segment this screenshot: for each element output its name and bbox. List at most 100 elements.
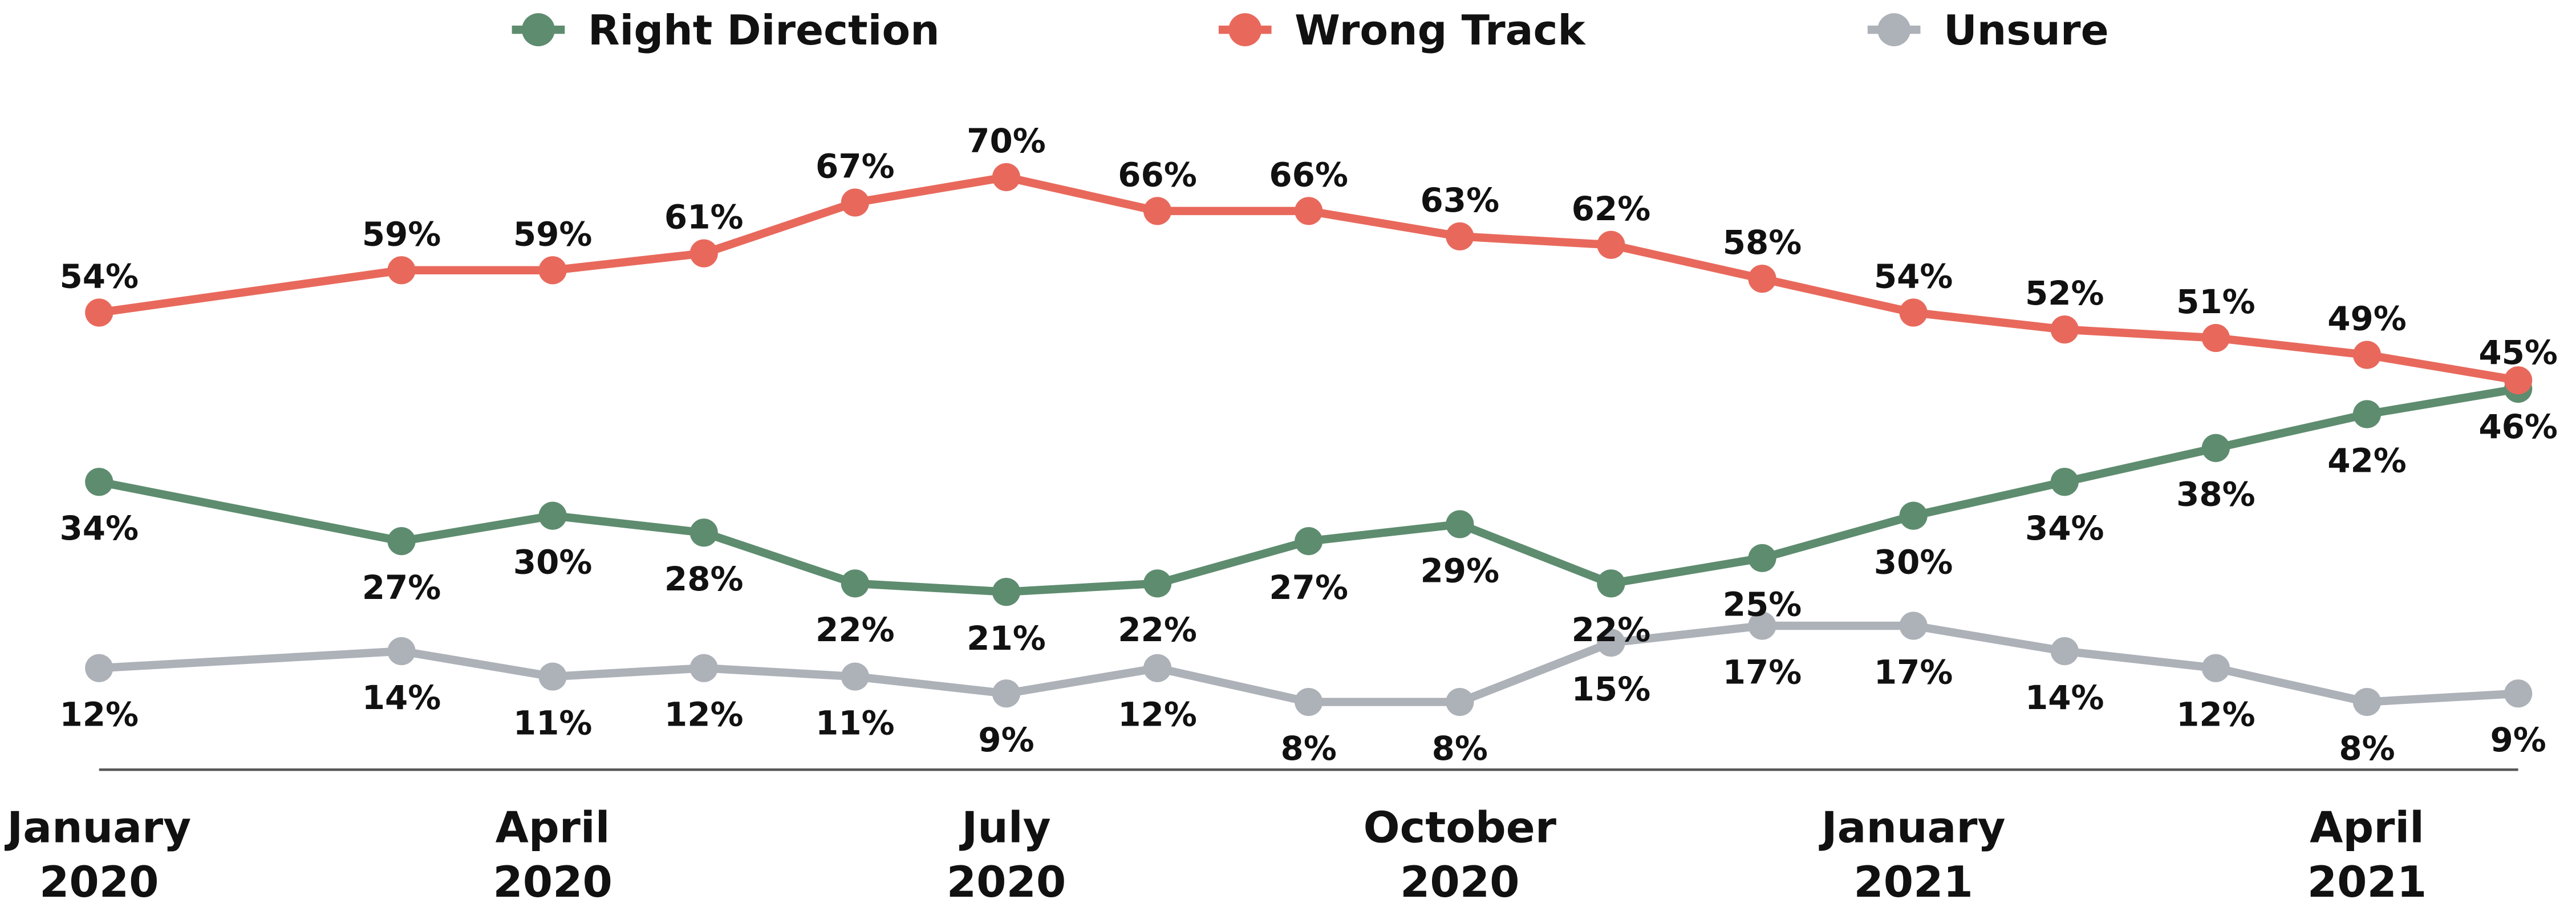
- data-label: 45%: [2478, 333, 2558, 372]
- legend-label: Wrong Track: [1295, 7, 1586, 55]
- data-point: [992, 578, 1021, 606]
- data-label: 63%: [1421, 181, 1500, 220]
- data-point: [992, 163, 1021, 192]
- legend-marker: [1877, 13, 1911, 47]
- data-point: [1295, 197, 1323, 225]
- data-label: 11%: [816, 703, 895, 742]
- data-point: [1748, 544, 1776, 572]
- data-point: [689, 239, 718, 268]
- data-label: 22%: [1572, 610, 1651, 649]
- data-label: 29%: [1421, 551, 1500, 590]
- data-point: [2352, 687, 2382, 716]
- data-point: [2050, 315, 2079, 344]
- data-point: [1295, 527, 1323, 556]
- data-point: [387, 256, 416, 285]
- legend-marker: [522, 13, 555, 47]
- x-tick-label: January 2020: [4, 803, 191, 899]
- data-point: [2201, 323, 2230, 353]
- data-label: 59%: [362, 214, 441, 253]
- data-label: 8%: [2339, 729, 2395, 768]
- data-label: 54%: [59, 257, 139, 296]
- data-label: 12%: [2176, 695, 2255, 734]
- data-label: 27%: [362, 568, 441, 607]
- data-point: [841, 662, 869, 691]
- data-label: 17%: [1723, 653, 1802, 691]
- data-point: [1899, 298, 1928, 327]
- data-label: 8%: [1281, 729, 1337, 768]
- data-point: [1748, 264, 1776, 293]
- data-point: [2050, 468, 2079, 496]
- data-point: [387, 527, 416, 556]
- data-label: 70%: [967, 122, 1046, 160]
- data-label: 38%: [2176, 475, 2255, 514]
- data-label: 12%: [664, 695, 744, 734]
- data-label: 42%: [2327, 441, 2407, 480]
- data-label: 46%: [2478, 407, 2558, 446]
- data-point: [2352, 400, 2382, 428]
- data-label: 9%: [978, 720, 1034, 759]
- x-tick-label: April 2021: [2307, 803, 2427, 899]
- data-label: 12%: [1118, 695, 1197, 734]
- data-label: 11%: [513, 703, 593, 742]
- data-label: 52%: [2025, 274, 2104, 313]
- data-label: 21%: [967, 619, 1046, 658]
- data-point: [1597, 230, 1625, 259]
- data-point: [85, 298, 113, 327]
- data-point: [2352, 341, 2382, 369]
- data-label: 30%: [1874, 542, 1953, 581]
- data-label: 34%: [2025, 509, 2104, 548]
- data-point: [1748, 612, 1776, 640]
- data-label: 15%: [1572, 670, 1651, 708]
- data-point: [538, 501, 567, 530]
- data-label: 17%: [1874, 653, 1953, 691]
- data-point: [1899, 612, 1928, 640]
- data-label: 22%: [816, 610, 895, 649]
- data-label: 9%: [2490, 720, 2546, 759]
- data-point: [841, 569, 869, 598]
- data-point: [1446, 687, 1474, 716]
- data-point: [1295, 687, 1323, 716]
- data-point: [2504, 679, 2533, 708]
- data-label: 12%: [59, 695, 139, 734]
- data-point: [538, 256, 567, 285]
- data-point: [689, 519, 718, 547]
- data-point: [1143, 197, 1172, 225]
- x-tick-label: January 2021: [1819, 803, 2006, 899]
- data-label: 58%: [1723, 223, 1802, 262]
- legend-marker: [1228, 13, 1262, 47]
- data-point: [2050, 637, 2079, 666]
- legend-label: Right Direction: [588, 7, 940, 55]
- data-label: 66%: [1269, 155, 1348, 194]
- data-point: [2504, 366, 2533, 395]
- data-label: 61%: [664, 198, 744, 237]
- data-label: 59%: [513, 214, 593, 253]
- data-label: 30%: [513, 542, 593, 581]
- series-line: [99, 621, 2519, 706]
- data-label: 62%: [1572, 189, 1651, 228]
- data-point: [85, 654, 113, 682]
- series-line: [98, 173, 2519, 384]
- data-label: 54%: [1874, 257, 1953, 296]
- data-label: 14%: [362, 678, 441, 717]
- data-label: 51%: [2176, 282, 2255, 321]
- data-point: [1597, 569, 1625, 598]
- data-label: 67%: [816, 147, 895, 186]
- data-point: [1597, 629, 1625, 657]
- data-label: 25%: [1723, 585, 1802, 624]
- data-point: [2201, 654, 2230, 682]
- data-point: [1143, 569, 1172, 598]
- data-point: [538, 662, 567, 691]
- data-label: 28%: [664, 560, 744, 598]
- x-tick-label: October 2020: [1364, 803, 1556, 899]
- data-label: 49%: [2327, 299, 2407, 338]
- data-point: [2201, 434, 2230, 463]
- data-point: [689, 654, 718, 682]
- series-line: [98, 384, 2519, 596]
- data-point: [85, 468, 113, 496]
- data-label: 27%: [1269, 568, 1348, 607]
- data-point: [387, 637, 416, 666]
- data-point: [1446, 510, 1474, 538]
- data-point: [841, 188, 869, 217]
